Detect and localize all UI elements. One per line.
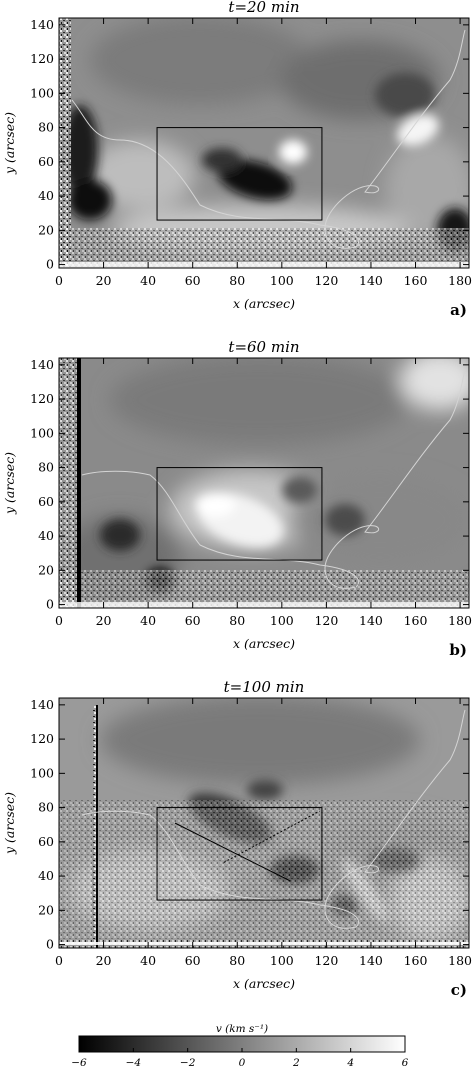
x-tick-label: 20 [96,613,112,628]
x-tick-label: 40 [140,273,156,288]
y-tick-label: 80 [38,800,54,815]
x-axis-label: x (arcsec) [233,976,295,991]
panel-label: b) [449,641,467,659]
x-tick-label: 100 [270,613,294,628]
x-tick-label: 180 [448,273,472,288]
y-tick-label: 40 [38,188,54,203]
y-tick-label: 40 [38,528,54,543]
y-axis-label: y (arcsec) [2,452,17,515]
x-tick-label: 140 [359,953,383,968]
colorbar-label: v (km s⁻¹) [216,1023,268,1035]
x-tick-label: 80 [229,273,245,288]
x-tick-label: 120 [314,953,338,968]
x-tick-label: 60 [185,613,201,628]
y-tick-label: 40 [38,868,54,883]
colorbar-tick-label: −6 [71,1057,87,1068]
y-tick-label: 100 [30,765,54,780]
x-axis-label: x (arcsec) [233,636,295,651]
x-tick-label: 120 [314,613,338,628]
slit-solid [174,822,291,882]
y-tick-label: 120 [30,731,54,746]
x-tick-label: 40 [140,613,156,628]
y-tick-label: 0 [46,257,54,272]
region-box [156,127,323,221]
region-box [156,807,323,901]
doppler-map [59,18,469,268]
y-tick-label: 60 [38,494,54,509]
y-tick-label: 60 [38,834,54,849]
panel-title: t=20 min [228,0,299,16]
x-tick-label: 180 [448,613,472,628]
y-axis-label: y (arcsec) [2,112,17,175]
y-tick-label: 120 [30,51,54,66]
x-tick-label: 160 [404,613,428,628]
colorbar: v (km s⁻¹) −6 −4 −2 0 2 4 6 [71,1023,408,1068]
y-tick-label: 20 [38,222,54,237]
colorbar-tick-label: −4 [126,1057,141,1068]
y-tick-label: 60 [38,154,54,169]
doppler-map [59,358,469,608]
x-tick-label: 20 [96,953,112,968]
y-tick-label: 80 [38,120,54,135]
y-tick-label: 0 [46,597,54,612]
colorbar-tick-label: 4 [346,1057,354,1068]
x-tick-label: 100 [270,273,294,288]
x-tick-label: 80 [229,953,245,968]
x-tick-label: 0 [55,613,63,628]
y-tick-label: 100 [30,425,54,440]
colorbar-tick-label: 2 [292,1057,300,1068]
panel-c: t=100 min [2,678,472,999]
y-axis-label: y (arcsec) [2,792,17,855]
x-tick-label: 60 [185,953,201,968]
x-tick-label: 0 [55,953,63,968]
region-box [156,467,323,561]
panel-title: t=60 min [228,338,299,356]
y-tick-label: 20 [38,562,54,577]
y-tick-label: 80 [38,460,54,475]
y-tick-label: 0 [46,937,54,952]
panel-label: c) [451,981,467,999]
y-tick-label: 140 [30,17,54,32]
x-tick-label: 160 [404,953,428,968]
x-tick-label: 140 [359,273,383,288]
x-axis-label: x (arcsec) [233,296,295,311]
x-tick-label: 60 [185,273,201,288]
x-tick-label: 120 [314,273,338,288]
panel-label: a) [450,301,467,319]
panel-a: t=20 min [2,0,472,319]
colorbar-tick-label: 6 [402,1057,409,1068]
y-tick-label: 100 [30,85,54,100]
x-tick-label: 80 [229,613,245,628]
panel-title: t=100 min [224,678,305,696]
x-tick-label: 140 [359,613,383,628]
y-tick-label: 140 [30,357,54,372]
x-tick-label: 40 [140,953,156,968]
y-tick-label: 20 [38,902,54,917]
x-tick-label: 20 [96,273,112,288]
doppler-map [59,698,469,948]
x-tick-label: 160 [404,273,428,288]
colorbar-tick-label: −2 [180,1057,196,1068]
x-tick-label: 180 [448,953,472,968]
y-tick-label: 140 [30,697,54,712]
colorbar-tick-label: 0 [239,1057,246,1068]
x-tick-label: 0 [55,273,63,288]
x-tick-label: 100 [270,953,294,968]
panel-b: t=60 min [2,338,472,659]
y-tick-label: 120 [30,391,54,406]
